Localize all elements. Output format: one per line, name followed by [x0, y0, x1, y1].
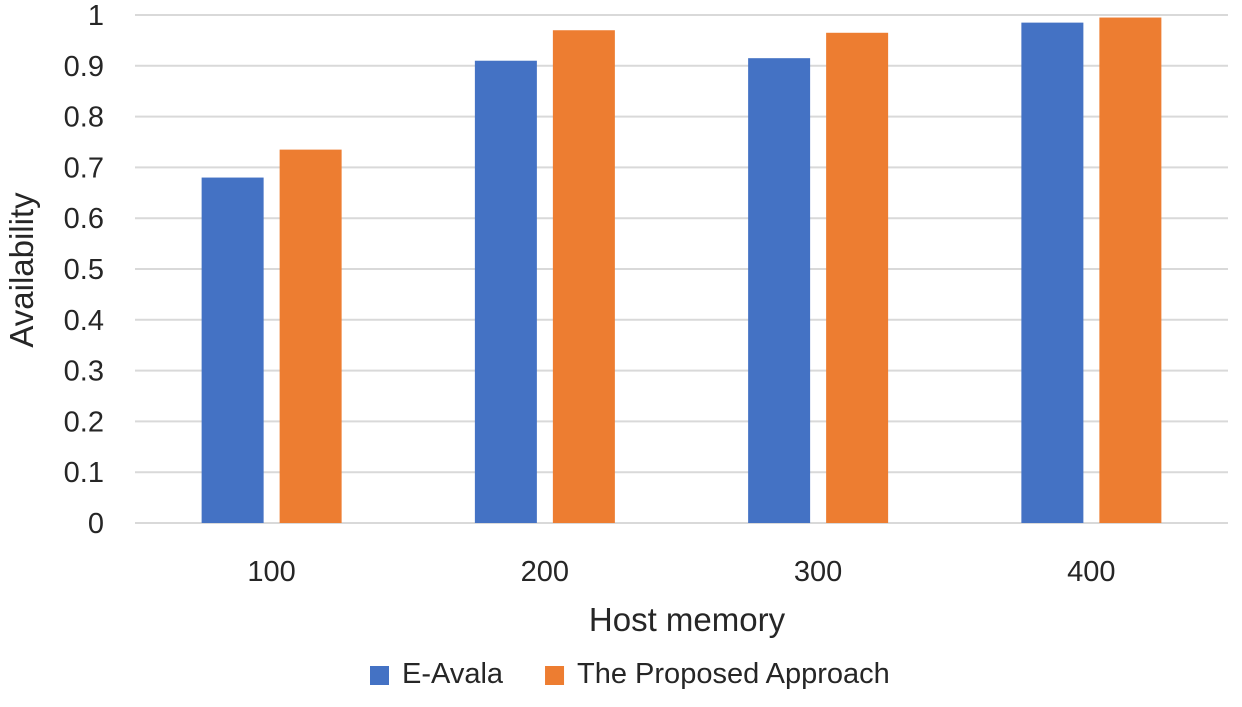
- x-tick-label-100: 100: [247, 556, 295, 588]
- x-axis-title: Host memory: [589, 601, 786, 638]
- x-tick-label-200: 200: [521, 556, 569, 588]
- x-tick-label-400: 400: [1067, 556, 1115, 588]
- bars: [201, 17, 1162, 524]
- x-axis-ticks: 100 200 300 400: [247, 556, 1115, 588]
- legend: E-Avala The Proposed Approach: [370, 658, 890, 690]
- y-tick-label-2: 0.2: [64, 406, 104, 438]
- x-tick-label-300: 300: [794, 556, 842, 588]
- y-tick-label-9: 0.9: [64, 51, 104, 83]
- legend-label-e-avala: E-Avala: [402, 658, 504, 690]
- y-axis-title: Availability: [3, 192, 40, 348]
- bar-the-proposed-approach-400: [1099, 17, 1162, 523]
- y-tick-label-7: 0.7: [64, 152, 104, 184]
- y-tick-label-1: 0.1: [64, 457, 104, 489]
- y-tick-label-3: 0.3: [64, 356, 104, 388]
- legend-swatch-e-avala: [370, 666, 389, 685]
- bar-the-proposed-approach-200: [552, 30, 615, 524]
- y-tick-label-5: 0.5: [64, 254, 104, 286]
- y-tick-label-8: 0.8: [64, 102, 104, 134]
- bar-e-avala-400: [1021, 22, 1084, 524]
- bar-e-avala-200: [474, 60, 537, 523]
- legend-label-the-proposed-approach: The Proposed Approach: [577, 658, 890, 690]
- bar-the-proposed-approach-300: [826, 32, 889, 523]
- bar-e-avala-100: [201, 177, 264, 523]
- y-axis-ticks: 0 0.1 0.2 0.3 0.4 0.5 0.6 0.7 0.8 0.9 1: [64, 0, 104, 540]
- y-tick-label-6: 0.6: [64, 203, 104, 235]
- y-tick-label-0: 0: [88, 508, 104, 540]
- bar-e-avala-300: [748, 58, 811, 524]
- y-tick-label-10: 1: [88, 0, 104, 32]
- legend-swatch-the-proposed-approach: [545, 666, 565, 685]
- y-tick-label-4: 0.4: [64, 305, 104, 337]
- bar-the-proposed-approach-100: [279, 149, 342, 523]
